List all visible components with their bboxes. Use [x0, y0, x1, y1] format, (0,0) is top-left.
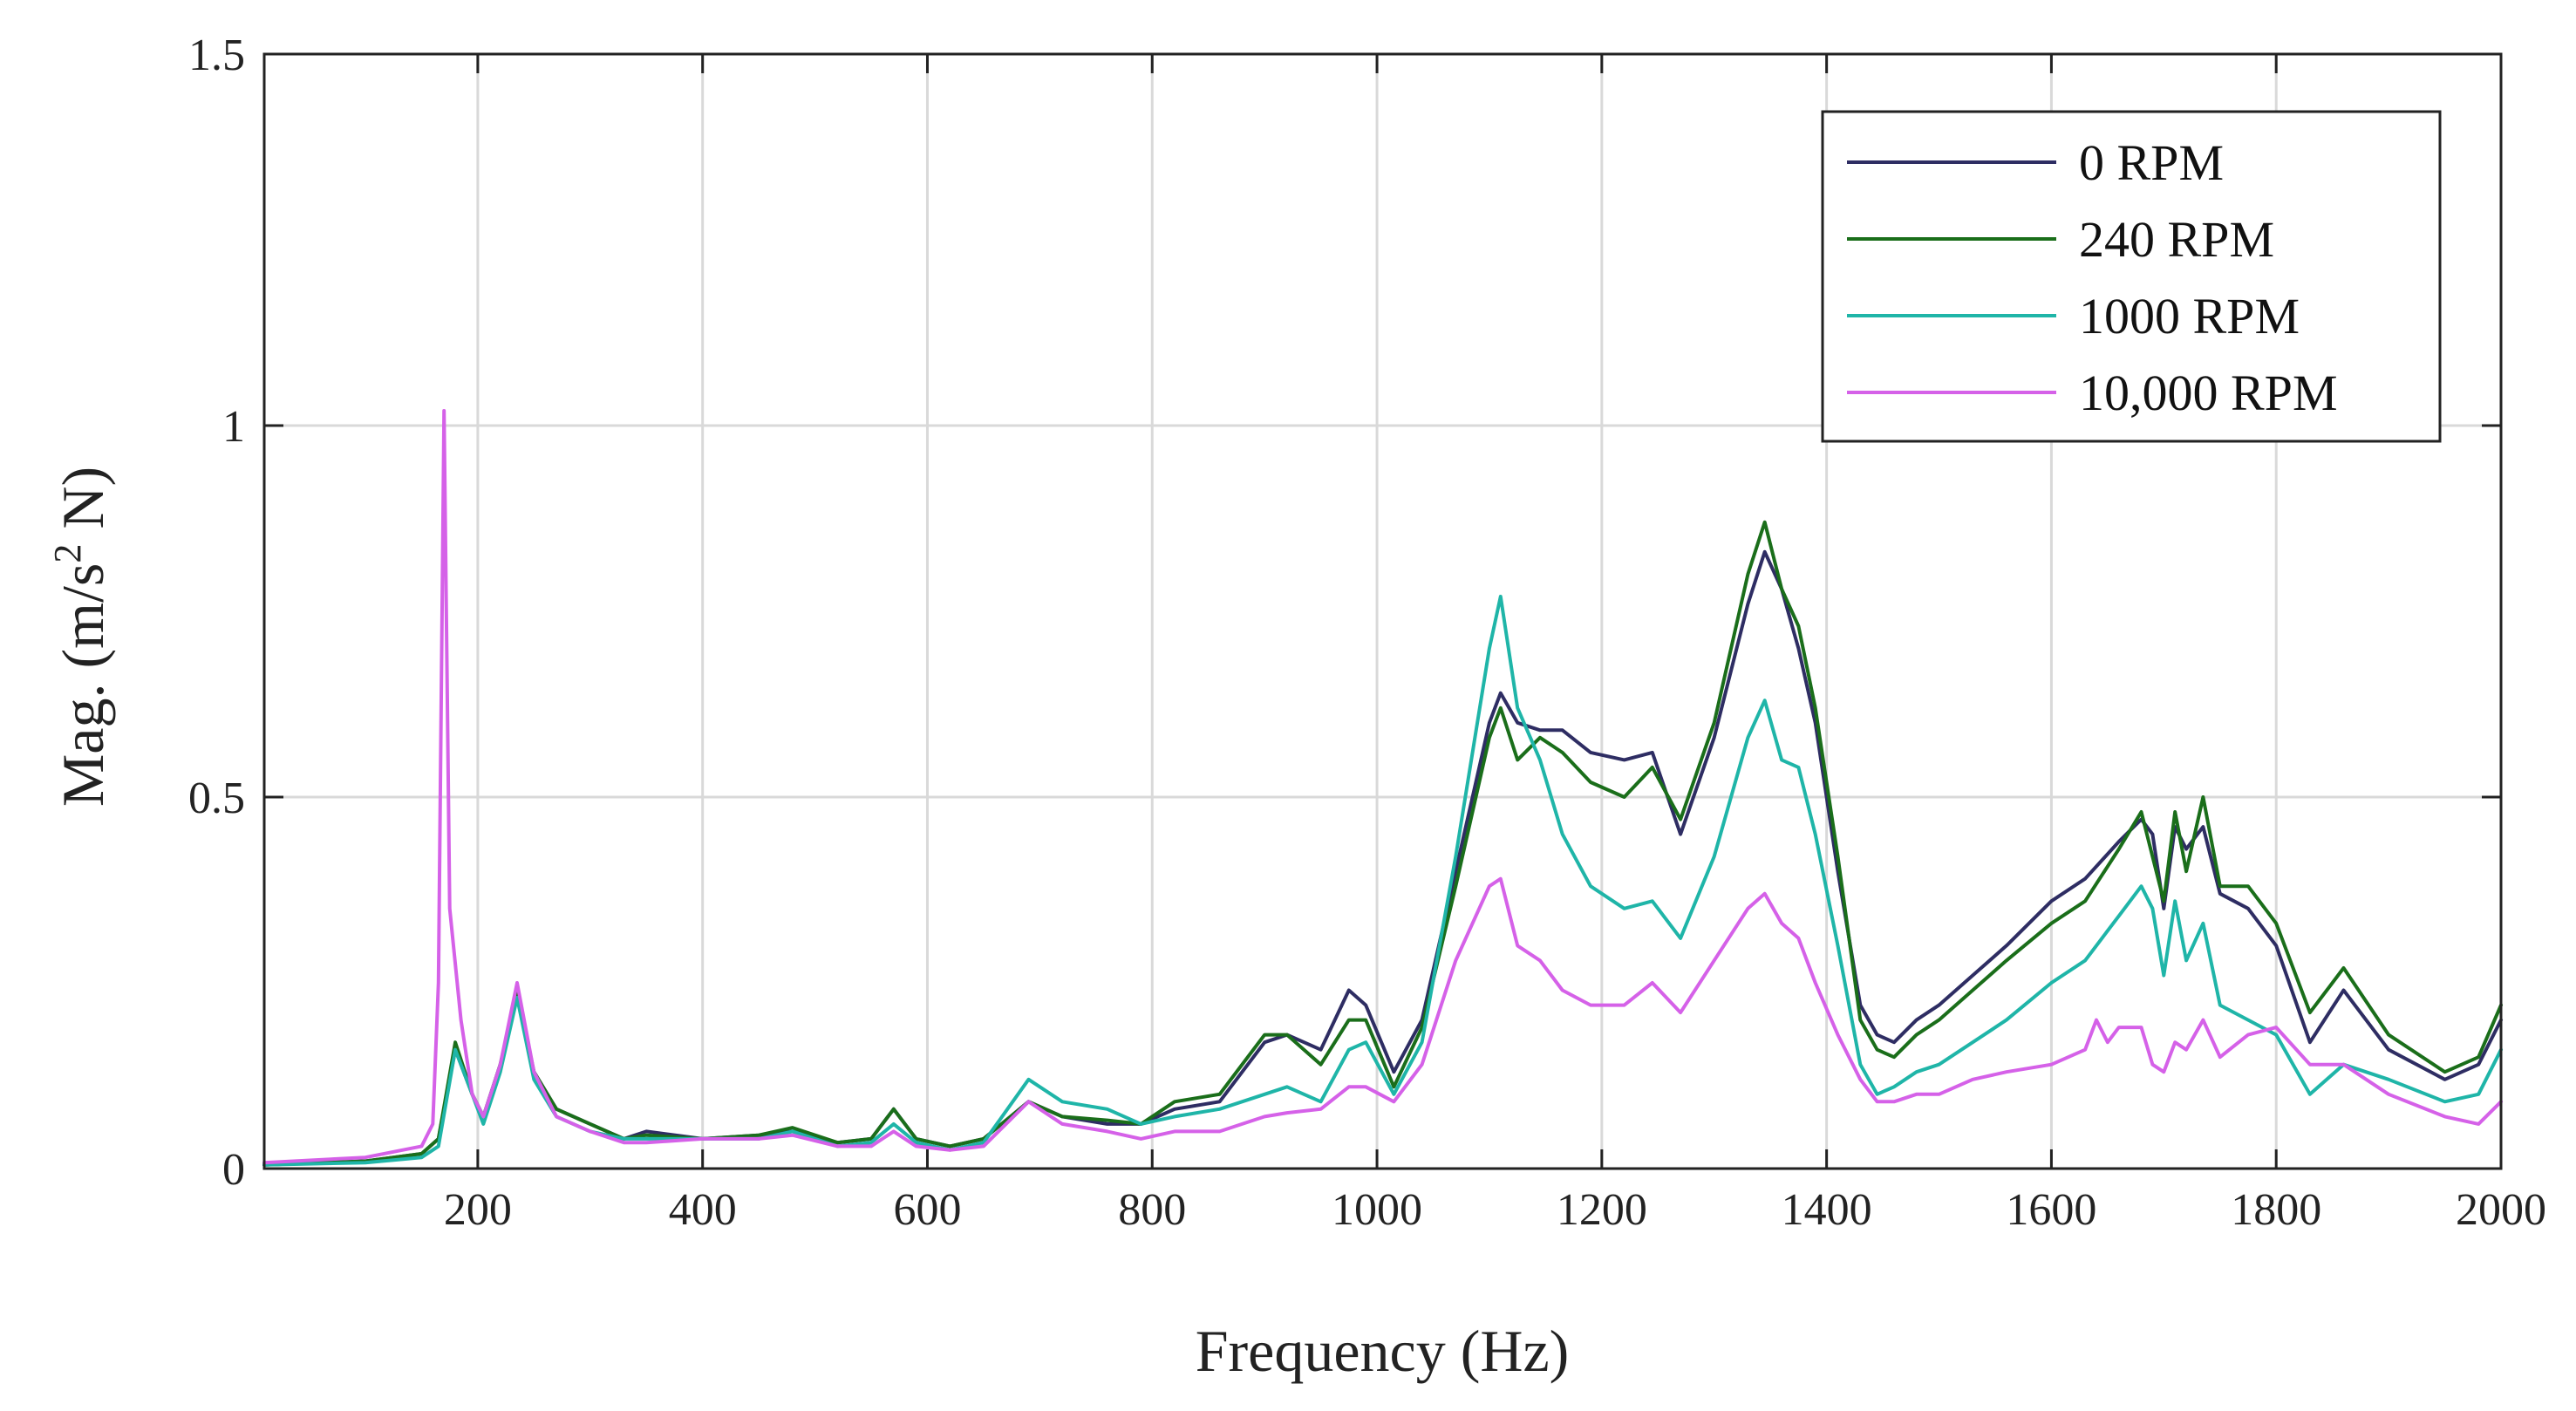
series-line-4 — [262, 409, 2503, 1165]
series-line-2 — [262, 520, 2503, 1167]
x-axis-label: Frequency (Hz) — [1196, 1318, 1570, 1384]
x-tick-label: 1800 — [2231, 1185, 2321, 1235]
y-axis-label-main: Mag. (m/s — [50, 563, 116, 808]
series-line-3 — [262, 595, 2503, 1167]
legend-entry: 1000 RPM — [2079, 288, 2300, 344]
legend-box — [1821, 110, 2442, 443]
x-tick-label: 1000 — [1332, 1185, 1422, 1235]
x-tick-label: 1200 — [1557, 1185, 1647, 1235]
x-tick-label: 600 — [893, 1185, 961, 1235]
tick-marks — [264, 52, 2503, 1170]
y-tick-label: 0.5 — [188, 774, 245, 823]
legend-entry: 0 RPM — [2079, 134, 2224, 191]
x-tick-label: 2000 — [2456, 1185, 2546, 1235]
legend: 0 RPM 240 RPM 1000 RPM 10,000 RPM — [1821, 110, 2442, 443]
series-group — [262, 409, 2503, 1167]
x-tick-label: 1400 — [1782, 1185, 1872, 1235]
y-tick-label: 1 — [222, 402, 245, 452]
y-axis-label-unit: N) — [50, 467, 116, 544]
plot-frame — [262, 52, 2503, 1170]
x-tick-label: 400 — [669, 1185, 737, 1235]
legend-entry: 10,000 RPM — [2079, 365, 2338, 421]
y-tick-label: 1.5 — [188, 31, 245, 80]
y-axis-label-superscript: 2 — [46, 544, 89, 563]
x-tick-label: 800 — [1118, 1185, 1186, 1235]
x-tick-label: 200 — [444, 1185, 512, 1235]
x-tick-label: 1600 — [2006, 1185, 2096, 1235]
y-tick-label: 0 — [222, 1145, 245, 1195]
series-line-1 — [262, 549, 2503, 1167]
legend-entry: 240 RPM — [2079, 211, 2274, 268]
tick-labels: 200 400 600 800 1000 1200 1400 1600 1800 2000 0 0.5… — [188, 31, 2546, 1235]
y-axis-label: Mag. (m/s2 N) — [46, 467, 116, 807]
